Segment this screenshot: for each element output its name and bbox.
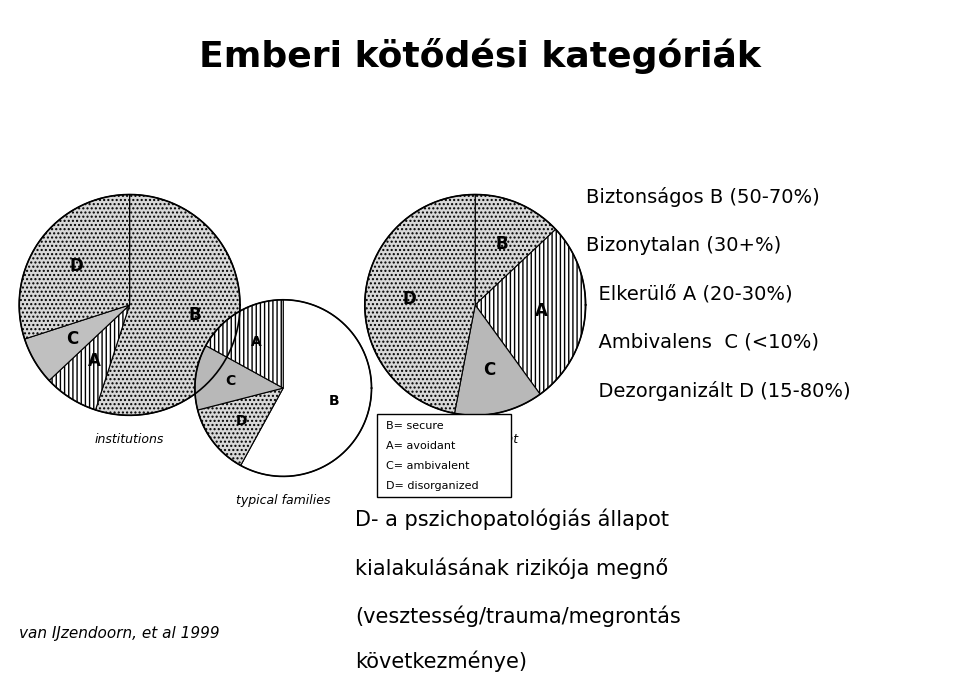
Polygon shape [19,195,130,339]
Text: D= disorganized: D= disorganized [386,480,478,491]
Polygon shape [198,388,283,466]
Text: C: C [66,330,79,348]
Text: kialakulásának rizikója megnő: kialakulásának rizikója megnő [355,557,668,579]
Text: maltreatment: maltreatment [432,432,518,446]
FancyBboxPatch shape [377,414,511,497]
Text: Biztonságos B (50-70%): Biztonságos B (50-70%) [586,187,819,207]
Polygon shape [241,300,372,476]
Polygon shape [195,346,283,410]
Polygon shape [475,195,556,305]
Text: D- a pszichopatológiás állapot: D- a pszichopatológiás állapot [355,509,669,530]
Text: Emberi kötődési kategóriák: Emberi kötődési kategóriák [199,38,761,74]
Text: D: D [235,414,247,428]
Text: C= ambivalent: C= ambivalent [386,461,469,471]
Text: A: A [251,335,261,349]
Polygon shape [475,229,586,394]
Polygon shape [454,305,540,415]
Polygon shape [49,305,130,410]
Text: institutions: institutions [95,432,164,446]
Text: Bizonytalan (30+%): Bizonytalan (30+%) [586,236,780,254]
Polygon shape [365,195,475,413]
Polygon shape [25,305,130,380]
Text: Elkerülő A (20-30%): Elkerülő A (20-30%) [586,284,792,303]
Text: D: D [402,290,416,308]
Text: van IJzendoorn, et al 1999: van IJzendoorn, et al 1999 [19,626,220,641]
Text: Dezorganizált D (15-80%): Dezorganizált D (15-80%) [586,381,851,401]
Text: B: B [329,394,340,408]
Text: B: B [495,235,508,253]
Text: D: D [69,257,83,275]
Polygon shape [95,195,240,415]
Polygon shape [205,300,283,388]
Text: C: C [484,360,495,378]
Text: B: B [189,306,202,324]
Text: A= avoidant: A= avoidant [386,441,455,450]
Text: A: A [535,302,547,320]
Text: A: A [87,352,101,370]
Text: Ambivalens  C (<10%): Ambivalens C (<10%) [586,333,819,351]
Text: C: C [226,374,236,389]
Text: B= secure: B= secure [386,421,444,431]
Text: (vesztesség/trauma/megrontás: (vesztesség/trauma/megrontás [355,606,681,627]
Text: typical families: typical families [236,493,330,507]
Text: következménye): következménye) [355,651,527,672]
